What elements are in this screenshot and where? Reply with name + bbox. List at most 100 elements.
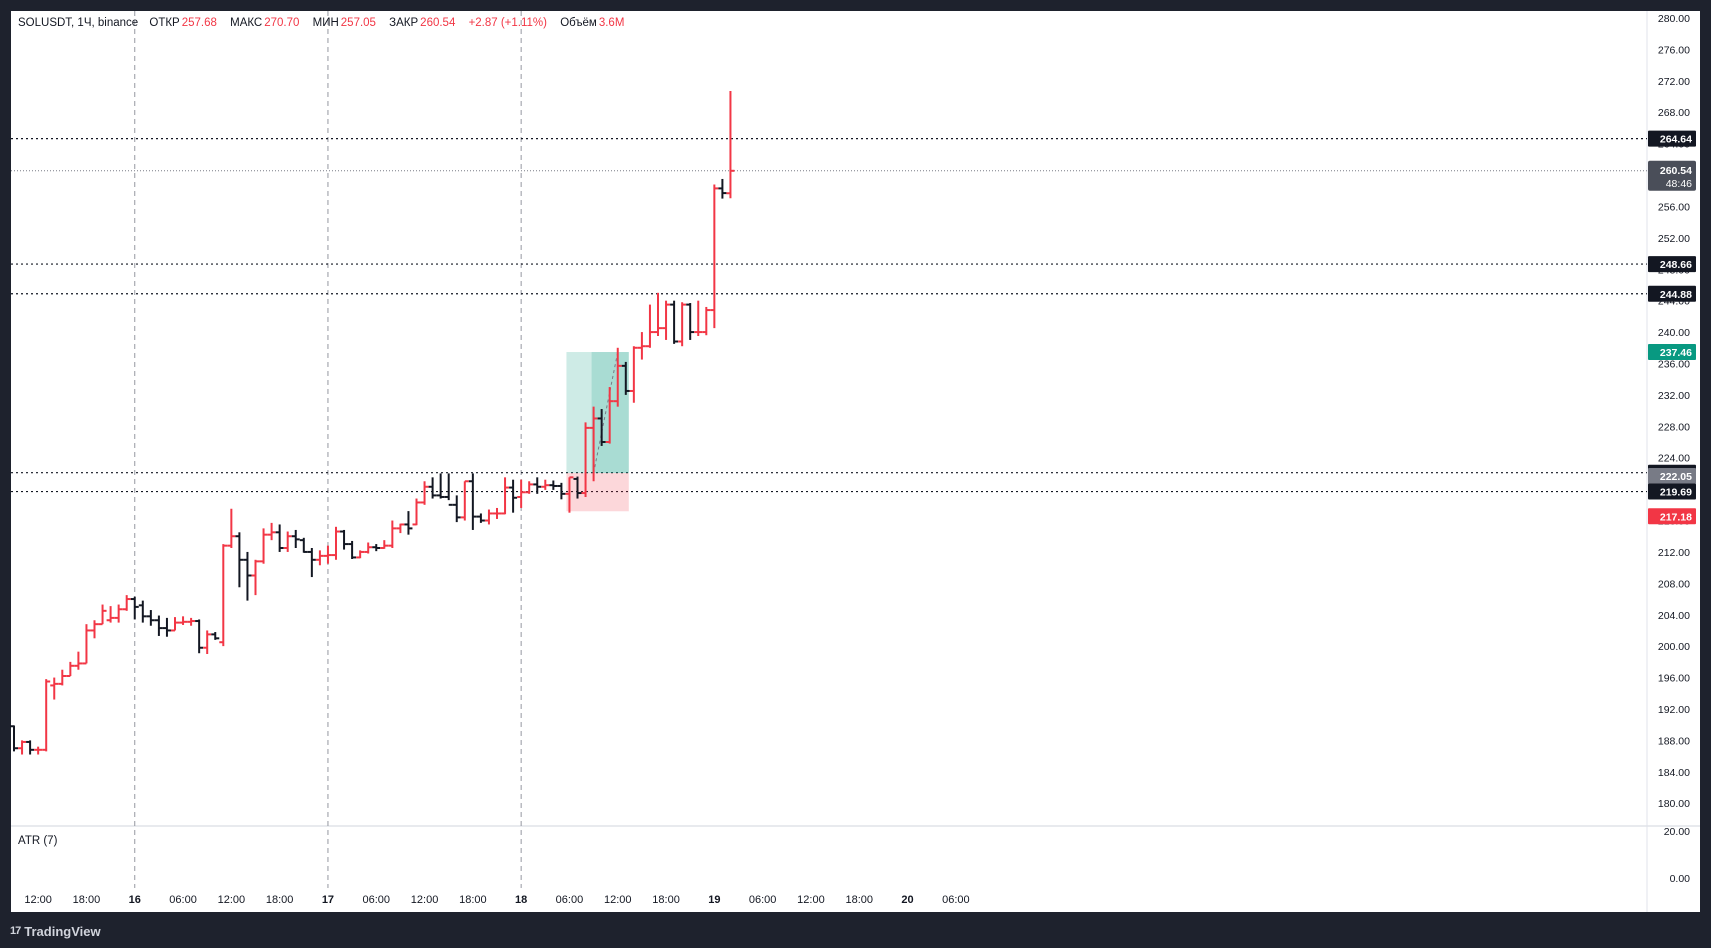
- ohlc-bar: [58, 669, 67, 686]
- price-axis-label: 264.64: [1660, 134, 1692, 146]
- ohlc-bar: [82, 624, 91, 665]
- price-tick-label: 236.00: [1658, 358, 1690, 370]
- ohlc-bar: [573, 476, 582, 499]
- ohlc-bar: [340, 529, 349, 550]
- ohlc-bar: [291, 529, 300, 549]
- time-tick-label: 06:00: [169, 894, 197, 906]
- ohlc-bar: [50, 677, 59, 700]
- ohlc-bar: [396, 523, 405, 534]
- time-tick-label: 12:00: [24, 894, 52, 906]
- time-tick-label: 06:00: [362, 894, 390, 906]
- price-tick-label: 212.00: [1658, 547, 1690, 559]
- price-axis-label-bg: [1648, 468, 1696, 485]
- ohlc-bar: [26, 740, 35, 755]
- ohlc-bar: [645, 304, 654, 348]
- ohlc-bar: [718, 178, 727, 199]
- time-tick-label: 18: [515, 894, 527, 906]
- close-label: ЗАКР: [389, 17, 419, 29]
- ohlc-bar: [678, 302, 687, 347]
- price-axis-label-bg: [1648, 130, 1696, 147]
- ohlc-bar: [589, 406, 598, 482]
- ohlc-bar: [444, 473, 453, 506]
- ohlc-bar: [187, 617, 196, 626]
- ohlc-bar: [476, 513, 485, 523]
- volume-value: 3.6M: [598, 17, 625, 29]
- ohlc-bar: [307, 548, 316, 578]
- ohlc-bar: [637, 332, 646, 360]
- time-tick-label: 06:00: [749, 894, 777, 906]
- ohlc-bar: [114, 604, 123, 623]
- ohlc-bar: [146, 610, 155, 626]
- ohlc-bar: [605, 387, 614, 444]
- ohlc-bar: [420, 481, 429, 505]
- time-tick-label: 12:00: [604, 894, 632, 906]
- ohlc-bar: [259, 528, 268, 564]
- ohlc-bar: [66, 661, 75, 677]
- ohlc-bar: [162, 617, 171, 637]
- change-value: +2.87 (+1.11%): [468, 17, 547, 29]
- ohlc-bar: [348, 540, 357, 560]
- price-axis-label-bg: [1648, 344, 1696, 361]
- ohlc-bar: [670, 300, 679, 344]
- ohlc-bar: [460, 480, 469, 521]
- open-label: ОТКР: [149, 17, 180, 29]
- ohlc-bar: [412, 498, 421, 526]
- time-tick-label: 12:00: [411, 894, 439, 906]
- close-value: 260.54: [420, 17, 456, 29]
- chart-legend: SOLUSDT, 1Ч, binance ОТКР 257.68 МАКС 270.…: [18, 17, 634, 29]
- price-tick-label: 280.00: [1658, 13, 1690, 25]
- ohlc-bar: [501, 477, 510, 515]
- price-tick-label: 240.00: [1658, 327, 1690, 339]
- ohlc-bar: [549, 480, 558, 490]
- low-value: 257.05: [340, 17, 376, 29]
- ohlc-bar: [315, 550, 324, 566]
- ohlc-bar: [275, 524, 284, 552]
- current-price-label-bg: [1648, 160, 1696, 191]
- ohlc-bar: [227, 508, 236, 549]
- ohlc-bar: [195, 619, 204, 654]
- ohlc-bar: [388, 520, 397, 549]
- time-tick-label: 12:00: [797, 894, 825, 906]
- ohlc-bar: [533, 477, 542, 494]
- ohlc-bar: [372, 544, 381, 552]
- ohlc-bar: [702, 306, 711, 336]
- ohlc-bar: [179, 616, 188, 625]
- open-value: 257.68: [181, 17, 217, 29]
- price-tick-label: 252.00: [1658, 233, 1690, 245]
- ohlc-bar: [74, 651, 83, 670]
- price-tick-label: 188.00: [1658, 735, 1690, 747]
- ohlc-bar: [726, 91, 735, 199]
- ohlc-bar: [629, 346, 638, 403]
- price-tick-label: 200.00: [1658, 641, 1690, 653]
- time-tick-label: 06:00: [942, 894, 970, 906]
- ohlc-bar: [541, 479, 550, 490]
- price-axis-label: 219.69: [1660, 487, 1692, 499]
- price-axis-label: 248.66: [1660, 259, 1692, 271]
- time-tick-label: 20: [901, 894, 913, 906]
- time-tick-label: 18:00: [459, 894, 487, 906]
- price-tick-label: 228.00: [1658, 421, 1690, 433]
- tradingview-brand[interactable]: 17 TradingView: [10, 922, 101, 940]
- ohlc-bar: [138, 600, 147, 623]
- price-axis-label-bg: [1648, 483, 1696, 500]
- symbol-label[interactable]: SOLUSDT, 1Ч, binance: [18, 17, 139, 29]
- current-price-label: 260.54: [1660, 165, 1692, 177]
- ohlc-bar: [219, 544, 228, 647]
- ohlc-bar: [42, 679, 51, 752]
- time-tick-label: 18:00: [652, 894, 680, 906]
- time-tick-label: 19: [708, 894, 720, 906]
- ohlc-bar: [130, 596, 139, 620]
- time-tick-label: 12:00: [218, 894, 246, 906]
- ohlc-bar: [235, 532, 244, 588]
- ohlc-bar: [356, 550, 365, 559]
- ohlc-bar: [525, 481, 534, 494]
- ohlc-bar: [557, 482, 566, 500]
- time-tick-label: 18:00: [266, 894, 294, 906]
- time-tick-label: 18:00: [845, 894, 873, 906]
- ohlc-bar: [299, 537, 308, 553]
- ohlc-bar: [90, 620, 99, 639]
- time-tick-label: 17: [322, 894, 334, 906]
- atr-indicator-label[interactable]: ATR (7): [18, 835, 58, 847]
- ohlc-bar: [565, 476, 574, 513]
